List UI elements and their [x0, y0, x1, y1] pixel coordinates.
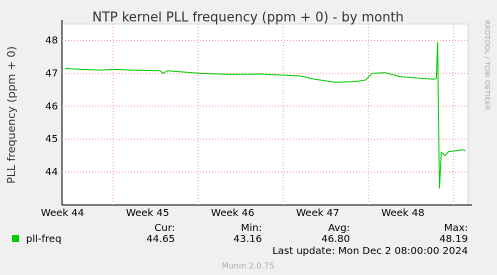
y-tick-label: 46 — [45, 101, 58, 112]
x-tick-label: Week 48 — [381, 208, 424, 219]
summary-header: Min: — [241, 223, 262, 234]
summary-value: 43.16 — [233, 234, 262, 245]
plot-area — [61, 23, 469, 206]
summary-header: Cur: — [154, 223, 175, 234]
x-tick-label: Week 47 — [296, 208, 339, 219]
y-tick-label: 45 — [45, 134, 58, 145]
y-tick-label: 44 — [45, 167, 58, 178]
y-tick-label: 48 — [45, 35, 58, 46]
summary-value: 48.19 — [439, 234, 468, 245]
last-update: Last update: Mon Dec 2 08:00:00 2024 — [272, 246, 468, 257]
legend-label: pll-freq — [26, 234, 61, 245]
x-tick-label: Week 45 — [126, 208, 169, 219]
data-line — [65, 42, 466, 189]
summary-header: Max: — [444, 223, 468, 234]
summary-header: Avg: — [328, 223, 350, 234]
x-tick-label: Week 46 — [211, 208, 254, 219]
y-axis-label: PLL frequency (ppm + 0) — [5, 46, 18, 184]
summary-value: 44.65 — [146, 234, 175, 245]
chart-title: NTP kernel PLL frequency (ppm + 0) - by … — [92, 11, 404, 26]
footer: Munin 2.0.75 — [222, 262, 274, 271]
watermark: RRDTOOL / TOBI OETIKER — [483, 20, 491, 110]
y-tick-label: 47 — [45, 68, 58, 79]
legend-swatch — [12, 235, 19, 242]
x-tick-label: Week 44 — [41, 208, 84, 219]
summary-value: 46.80 — [321, 234, 350, 245]
